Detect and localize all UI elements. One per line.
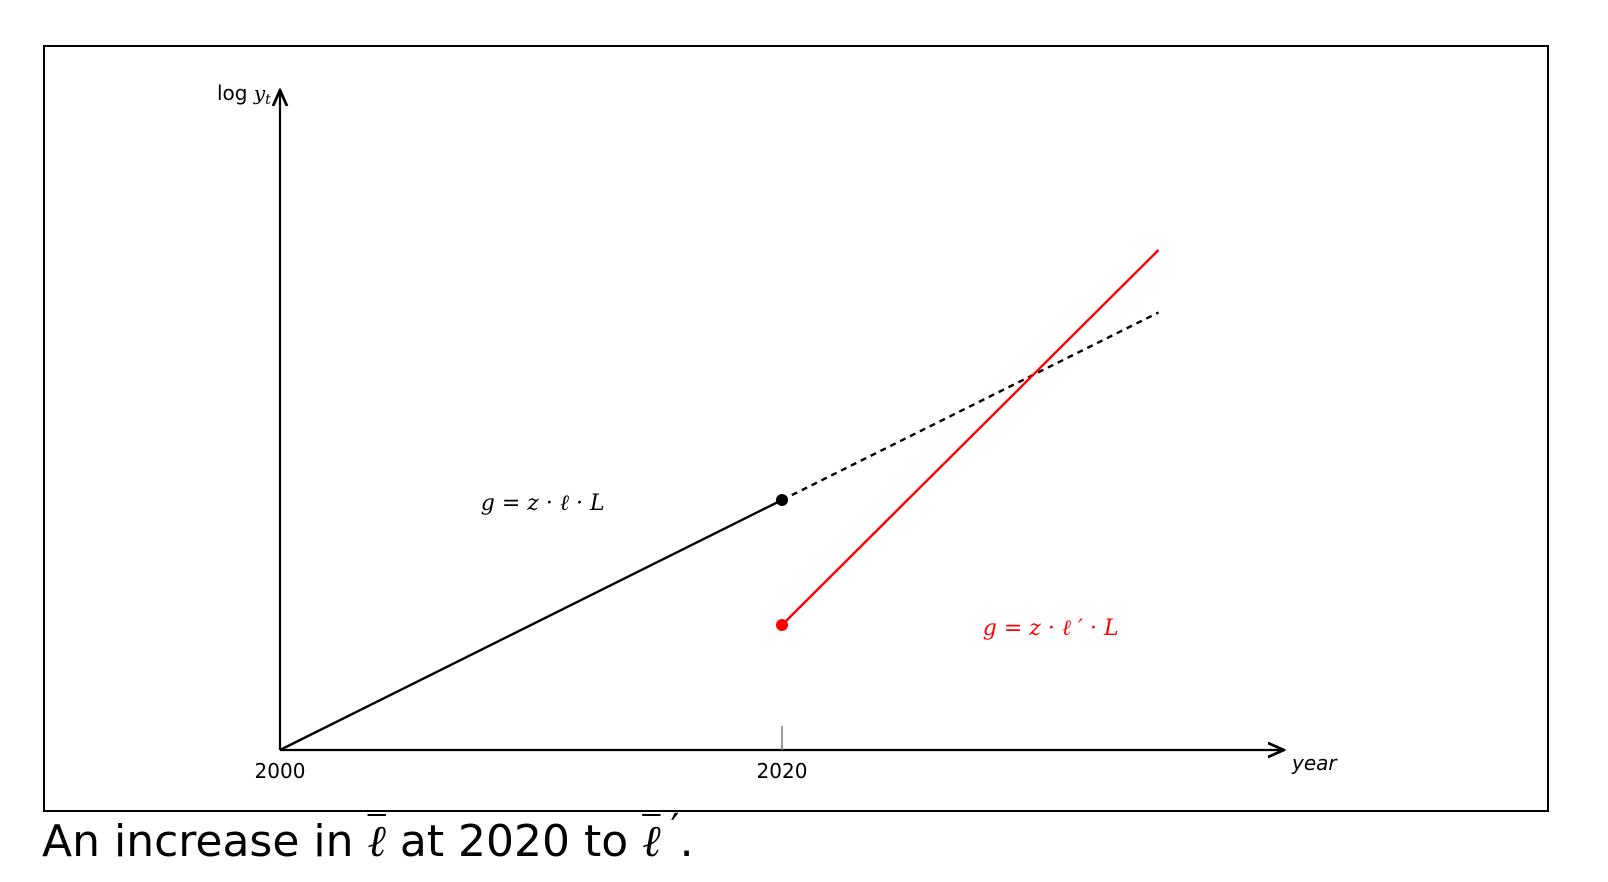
point-new-path-after-increase-start (776, 619, 788, 631)
x-axis-label: year (1291, 751, 1338, 775)
series-new-path-after-increase (781, 249, 1160, 626)
chart-frame (43, 45, 1549, 812)
original-growth-formula: g = z · ℓ · L (481, 491, 605, 516)
chart-svg: log yt year 2000 2020 g = z · ℓ · L g = z · ℓ… (217, 81, 1338, 783)
series-original-trend-continued (781, 311, 1160, 502)
new-growth-formula: g = z · ℓ ′ · L (983, 616, 1119, 641)
caption-suffix: . (679, 816, 694, 867)
caption-middle: at 2020 to (399, 816, 629, 867)
slide-caption: An increase in ℓ at 2020 to ℓ ′. (42, 806, 694, 873)
caption-prime: ′ (670, 806, 680, 852)
caption-prefix: An increase in (42, 816, 354, 867)
x-tick-label-2020: 2020 (757, 759, 808, 783)
series-original-path (279, 498, 783, 752)
y-axis-label: log yt (217, 81, 271, 108)
x-tick-label-2000: 2000 (255, 759, 306, 783)
caption-ell-symbol-2: ℓ (642, 816, 661, 867)
caption-ell-symbol: ℓ (367, 816, 386, 867)
